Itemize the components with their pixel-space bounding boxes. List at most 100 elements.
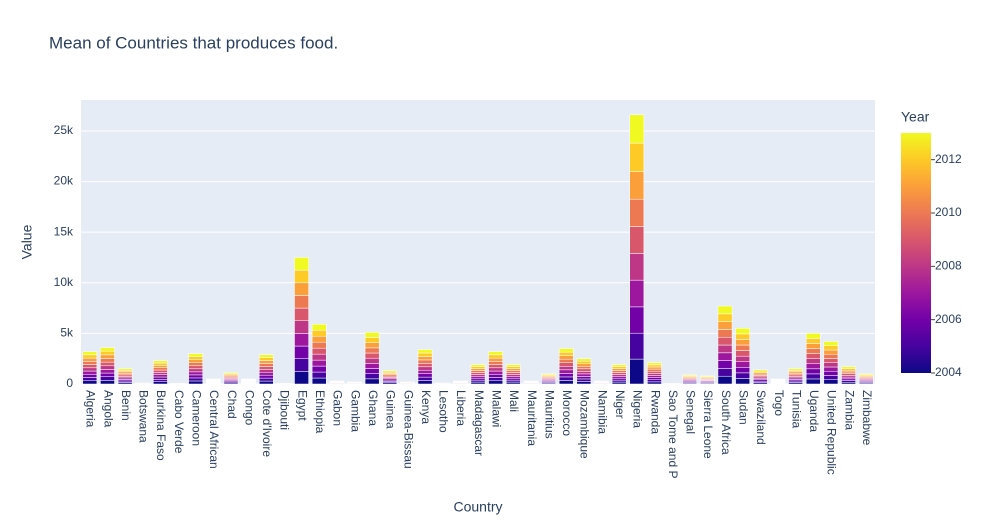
bar-segment <box>153 376 168 380</box>
bar-segment <box>629 171 645 200</box>
bar-segment <box>505 381 521 385</box>
bar-segment <box>188 368 203 373</box>
bar-segment <box>82 351 98 356</box>
bar-segment <box>611 374 627 377</box>
bar-segment <box>841 366 856 369</box>
bar-segment <box>100 354 115 359</box>
bar-segment <box>841 368 856 371</box>
bar-segment <box>576 368 592 372</box>
bar-segment <box>647 368 662 372</box>
bar-segment <box>417 356 433 361</box>
bar-segment <box>153 360 168 364</box>
bar-segment <box>153 374 168 378</box>
bar-segment <box>258 366 274 370</box>
bar-segment <box>647 362 662 366</box>
x-tick-label: Mauritius <box>542 390 556 439</box>
bar-segment <box>417 369 433 374</box>
bar-segment <box>505 370 521 373</box>
bar-segment <box>717 321 733 330</box>
x-tick-label: South Africa <box>719 390 733 455</box>
bar-segment <box>717 305 733 315</box>
bar-segment <box>294 269 309 284</box>
bar-segment <box>841 382 856 385</box>
x-tick-label: Tunisia <box>789 390 803 429</box>
bar-segment <box>647 381 662 385</box>
bar-segment <box>470 379 486 383</box>
bar-segment <box>717 360 733 369</box>
bar-segment <box>364 342 380 349</box>
bar-segment <box>258 363 274 367</box>
bar-segment <box>629 142 645 172</box>
bar-segment <box>470 366 486 369</box>
x-tick-label: Nigeria <box>631 390 645 428</box>
bar-segment <box>241 378 256 380</box>
bar-segment <box>629 358 645 385</box>
bar-segment <box>223 372 239 375</box>
bar-segment <box>823 358 839 363</box>
x-tick-label: Zimbabwe <box>860 390 874 446</box>
x-tick-label: Namibia <box>595 390 609 434</box>
y-tick-label: 15k <box>54 224 74 238</box>
bar-segment <box>100 369 115 374</box>
bar-segment <box>294 333 309 347</box>
x-tick-label: Botswana <box>137 390 151 443</box>
bar-segment <box>364 347 380 354</box>
bar-segment <box>647 364 662 368</box>
bar-segment <box>488 361 503 365</box>
bar-segment <box>735 378 750 385</box>
bar-segment <box>805 373 821 380</box>
bar-segment <box>558 366 574 371</box>
bar-segment <box>717 375 733 385</box>
bar-segment <box>611 377 627 381</box>
bar-segment <box>364 368 380 374</box>
bar-segment <box>735 344 750 351</box>
bar-segment <box>735 350 750 357</box>
bar-segment <box>823 362 839 368</box>
bar-segment <box>82 380 98 385</box>
bar-segment <box>82 374 98 378</box>
bar-segment <box>153 367 168 371</box>
bar-segment <box>558 348 574 353</box>
colorbar-title: Year <box>901 109 930 125</box>
bar-segment <box>770 378 786 380</box>
bar-segment <box>82 367 98 372</box>
bar-segment <box>647 366 662 370</box>
bar-segment <box>576 366 592 370</box>
x-tick-label: Senegal <box>684 390 698 434</box>
bar-segment <box>188 380 203 385</box>
bar-segment <box>188 377 203 382</box>
bar-segment <box>629 198 645 227</box>
bar-segment <box>805 358 821 365</box>
bar-segment <box>488 377 503 382</box>
bar-segment <box>258 369 274 373</box>
bar-segment <box>364 373 380 380</box>
bar-segment <box>629 306 645 334</box>
bar-segment <box>823 370 839 376</box>
bar-segment <box>100 347 115 352</box>
bar-segment <box>505 374 521 377</box>
x-tick-label: Guinea <box>384 390 398 429</box>
bar-segment <box>735 361 750 368</box>
x-tick-label: Gabon <box>331 390 345 426</box>
bar-segment <box>805 333 821 339</box>
y-tick-label: 20k <box>54 174 74 188</box>
x-tick-label: Cote d'Ivoire <box>260 390 274 457</box>
x-tick-label: Gambia <box>348 390 362 432</box>
bar-segment <box>364 352 380 359</box>
bar-segment <box>611 368 627 371</box>
bar-segment <box>294 257 309 271</box>
x-tick-label: Benin <box>119 390 133 421</box>
bar-segment <box>100 365 115 370</box>
bar-segment <box>841 371 856 374</box>
bar-segment <box>576 371 592 375</box>
bar-segment <box>470 370 486 373</box>
bar-segment <box>364 332 380 338</box>
bar-segment <box>505 372 521 375</box>
bar-segment <box>647 373 662 376</box>
bar-segment <box>858 373 874 376</box>
bar-segment <box>417 359 433 364</box>
bar-segment <box>188 371 203 376</box>
bar-segment <box>417 373 433 378</box>
bar-segment <box>682 374 698 377</box>
x-tick-label: Sudan <box>736 390 750 425</box>
